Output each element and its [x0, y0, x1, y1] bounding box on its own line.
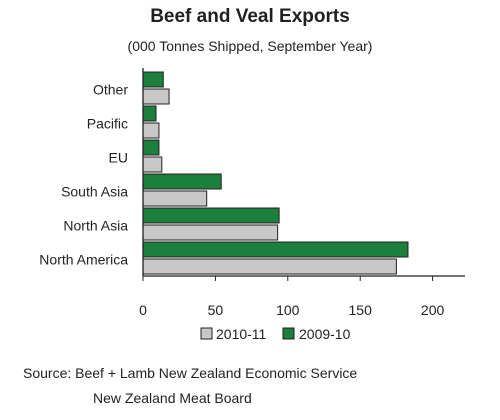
bar-2010-11-pacific [142, 122, 160, 139]
x-tick-label-100: 100 [276, 302, 300, 318]
bar-2010-11-north-asia [142, 224, 279, 241]
legend-swatch-2010-11 [200, 327, 213, 340]
bar-2010-11-north-america [142, 258, 397, 275]
category-label-other: Other [93, 82, 128, 98]
category-labels: North America North Asia South Asia EU Pacif… [39, 82, 128, 268]
bars-layer [142, 71, 409, 275]
x-tick-label-200: 200 [421, 302, 445, 318]
x-axis-ticks: 0 50 100 150 200 [139, 276, 444, 318]
legend-swatch-2009-10 [282, 327, 295, 340]
legend: 2010-11 2009-10 [200, 326, 351, 342]
category-label-north-america: North America [39, 252, 128, 268]
bar-2009-10-south-asia [142, 173, 222, 190]
source-line-1: Source: Beef + Lamb New Zealand Economic… [23, 365, 358, 381]
x-tick-label-0: 0 [139, 302, 147, 318]
category-label-eu: EU [109, 150, 128, 166]
bar-2009-10-north-america [142, 241, 409, 258]
bar-2010-11-eu [142, 156, 163, 173]
bar-2009-10-other [142, 71, 164, 88]
x-tick-label-50: 50 [208, 302, 224, 318]
bar-2009-10-north-asia [142, 207, 280, 224]
bar-2010-11-other [142, 88, 170, 105]
x-tick-label-150: 150 [349, 302, 373, 318]
source-line-2: New Zealand Meat Board [93, 390, 252, 406]
bar-2009-10-pacific [142, 105, 157, 122]
chart-subtitle: (000 Tonnes Shipped, September Year) [127, 38, 373, 54]
chart-title: Beef and Veal Exports [150, 6, 350, 27]
bar-2009-10-eu [142, 139, 160, 156]
legend-label-2009-10: 2009-10 [299, 326, 351, 342]
bar-2010-11-south-asia [142, 190, 208, 207]
legend-label-2010-11: 2010-11 [216, 326, 267, 342]
category-label-north-asia: North Asia [63, 218, 128, 234]
category-label-pacific: Pacific [87, 116, 128, 132]
category-label-south-asia: South Asia [61, 184, 128, 200]
